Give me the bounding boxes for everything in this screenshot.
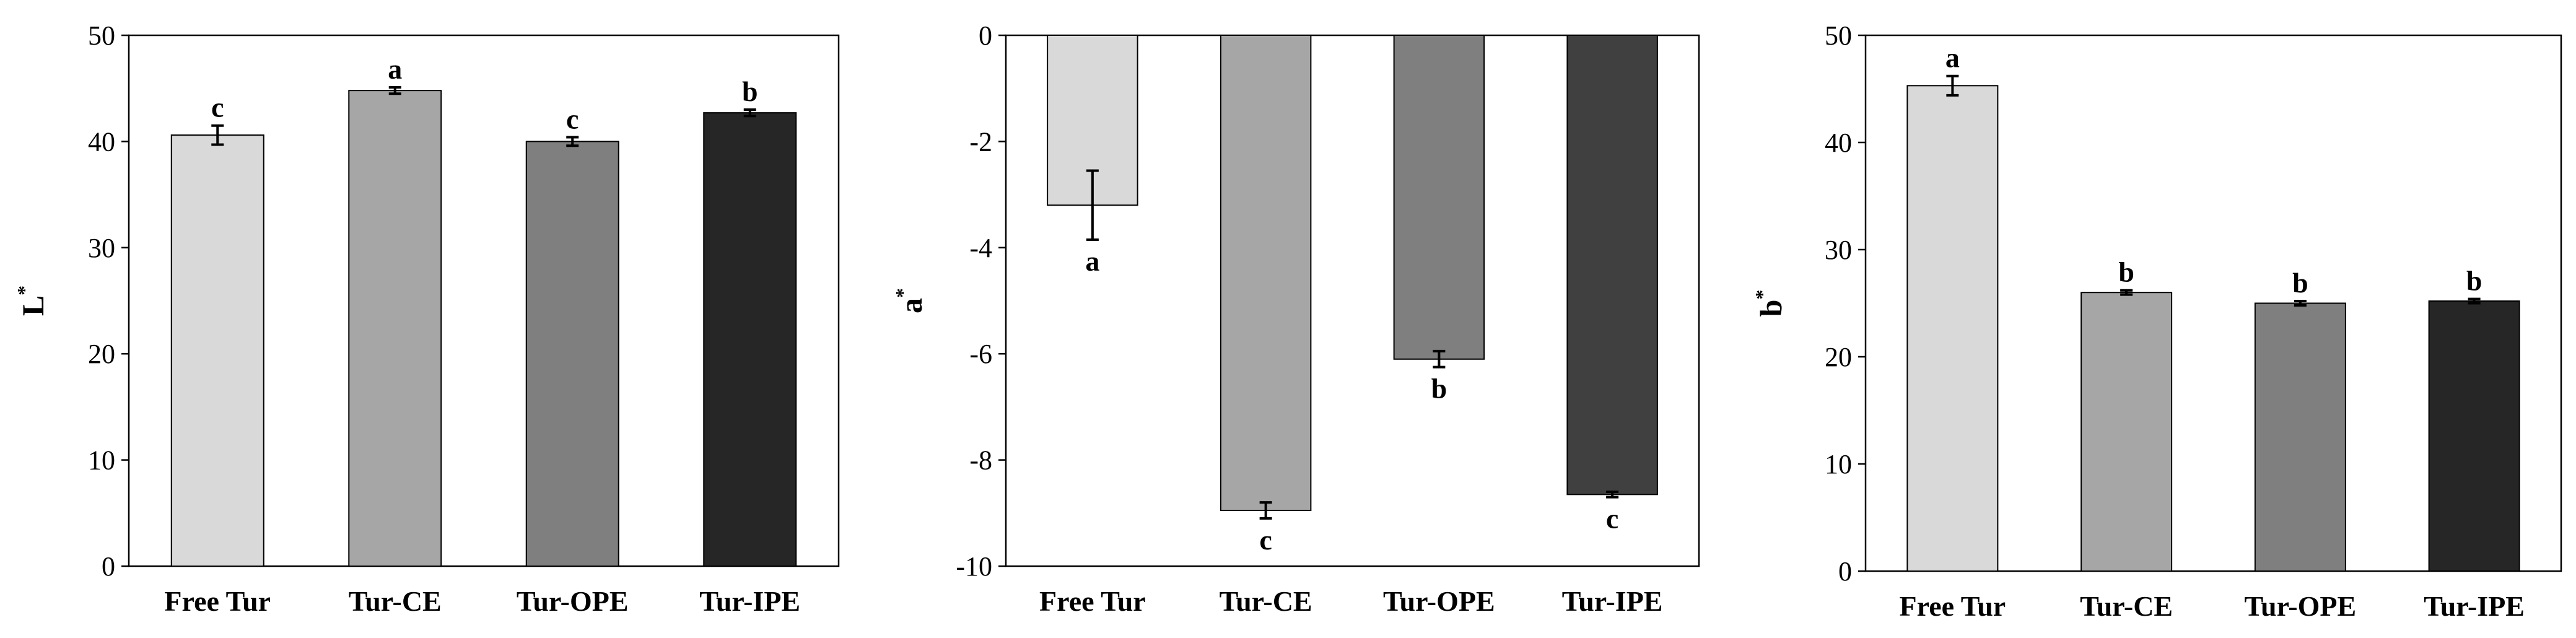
- category-label: Tur-IPE: [1562, 585, 1663, 617]
- category-label: Tur-CE: [2080, 590, 2173, 622]
- y-tick-label: 30: [1825, 235, 1852, 265]
- y-tick-label: -10: [956, 551, 992, 582]
- significance-letter: b: [2292, 267, 2308, 299]
- significance-letter: b: [2118, 256, 2134, 288]
- category-label: Tur-OPE: [517, 585, 629, 617]
- y-tick-label: 10: [88, 445, 115, 476]
- y-tick-label: 20: [1825, 342, 1852, 372]
- y-tick-label: -6: [969, 339, 992, 369]
- bar: [525, 141, 619, 567]
- plot-frame: [128, 34, 840, 567]
- significance-letter: c: [1606, 503, 1618, 535]
- bar: [2428, 300, 2520, 572]
- category-label: Tur-CE: [349, 585, 442, 617]
- significance-letter: a: [1945, 42, 1960, 74]
- bar: [348, 90, 442, 567]
- bar: [1393, 35, 1485, 360]
- significance-letter: b: [2466, 265, 2482, 297]
- bar: [1566, 35, 1658, 496]
- bar: [1220, 35, 1312, 512]
- category-label: Free Tur: [164, 585, 271, 617]
- y-axis-label: L*: [13, 286, 50, 316]
- significance-letter: a: [388, 53, 402, 85]
- significance-letter: c: [566, 103, 579, 135]
- y-axis-label: a*: [891, 288, 928, 313]
- chart-2: 0 -2 -4 -6 -8 -10 a* a Free Tur c Tur-CE b Tur-OPE c T…: [891, 20, 1700, 617]
- category-label: Free Tur: [1900, 590, 2006, 622]
- y-tick-label: -4: [969, 233, 992, 263]
- y-tick-label: 50: [1825, 20, 1852, 51]
- significance-letter: c: [1259, 524, 1272, 556]
- plot-frame: [1005, 34, 1700, 567]
- y-tick-label: 50: [88, 20, 115, 51]
- chart-1: 0 10 20 30 40 50 L* c Free Tur a Tur-CE c Tur-OPE b Tu…: [13, 20, 840, 617]
- bar: [703, 112, 797, 567]
- y-tick-label: 10: [1825, 449, 1852, 479]
- category-label: Tur-CE: [1220, 585, 1312, 617]
- category-label: Tur-OPE: [2245, 590, 2357, 622]
- category-label: Tur-OPE: [1383, 585, 1495, 617]
- bar: [2080, 292, 2173, 572]
- y-tick-label: 40: [88, 126, 115, 157]
- bar: [1906, 85, 1999, 572]
- category-label: Free Tur: [1039, 585, 1146, 617]
- y-tick-label: 40: [1825, 128, 1852, 158]
- significance-letter: c: [211, 92, 224, 123]
- category-label: Tur-IPE: [699, 585, 800, 617]
- significance-letter: a: [1085, 245, 1099, 277]
- y-axis-label: b*: [1751, 290, 1788, 317]
- plot-frame: [1864, 34, 2562, 572]
- y-tick-label: -2: [969, 126, 992, 157]
- y-tick-label: 0: [979, 20, 992, 51]
- bar: [170, 134, 264, 567]
- bar: [2254, 302, 2346, 572]
- category-label: Tur-IPE: [2424, 590, 2525, 622]
- y-tick-label: 0: [102, 551, 115, 582]
- y-tick-label: 30: [88, 233, 115, 263]
- chart-3: 0 10 20 30 40 50 b* a Free Tur b Tur-CE b Tur-OPE b Tu…: [1751, 20, 2562, 622]
- y-tick-label: 20: [88, 339, 115, 369]
- significance-letter: b: [1431, 373, 1447, 404]
- y-tick-label: -8: [969, 445, 992, 476]
- y-tick-label: 0: [1838, 556, 1852, 587]
- significance-letter: b: [742, 76, 758, 107]
